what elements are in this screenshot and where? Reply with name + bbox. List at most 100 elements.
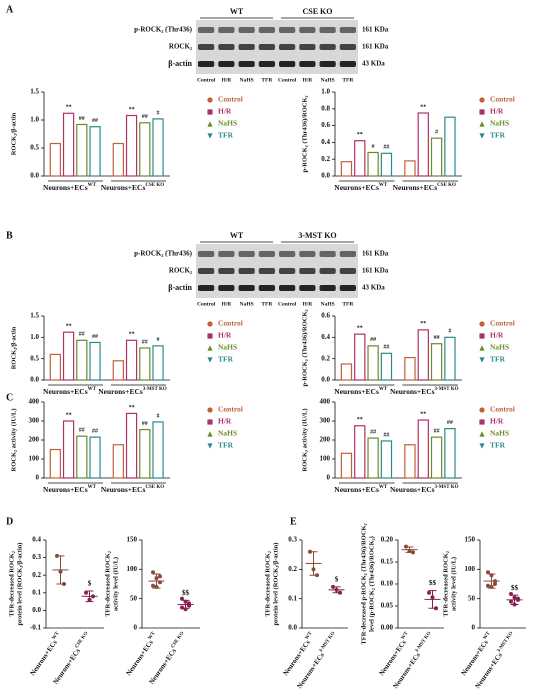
- category: Neurons+ECs: [124, 638, 155, 677]
- y-tick-label: 0: [327, 474, 331, 482]
- y-tick-label: 100: [127, 565, 138, 573]
- y-tick-label: 200: [320, 436, 331, 444]
- sig-label: ##: [79, 428, 85, 434]
- x-tick-label: Neurons+ECsWT: [43, 183, 97, 192]
- blot-band: [279, 27, 296, 33]
- y-tick-label: 1.0: [321, 88, 330, 96]
- category: Neurons+ECs: [101, 485, 146, 494]
- category: Neurons+ECs: [51, 647, 82, 686]
- y-tick-label: 50: [130, 594, 138, 602]
- legend-label: NaHS: [490, 343, 509, 352]
- chart: 0.0 0.2 0.4 0.6 p-ROCK₂ (Thr436)/ROCK₂ Neuron…: [301, 309, 514, 395]
- sig-label: $$: [511, 584, 519, 592]
- legend-marker: [207, 431, 213, 437]
- y-tick-label: -0.1: [30, 624, 42, 632]
- error-bar: [428, 590, 437, 609]
- x-tick-label: Neurons+ECsCSE KO: [101, 183, 164, 192]
- blot-band: [218, 268, 235, 274]
- blot-size: 161 KDa: [362, 26, 389, 34]
- axis: [43, 316, 170, 381]
- chart: 0.00 0.05 0.10 0.15 0.20 TFR-decreased p-ROCK…: [360, 523, 444, 690]
- y-tick-label: 150: [465, 536, 476, 544]
- error-bar: [181, 599, 190, 610]
- blot-band: [279, 268, 296, 274]
- bar: [62, 420, 75, 479]
- x-tick-label: Neurons+ECsCSE KO: [51, 631, 93, 685]
- legend-marker: [479, 443, 485, 449]
- y-axis-label: TFR-decreased p-ROCK₂ (Thr436)/ROCK₂: [360, 523, 367, 644]
- bar: [404, 444, 416, 479]
- blot-band: [319, 285, 336, 291]
- y-axis-label: activity level (IU/L): [112, 557, 119, 611]
- blot-band: [218, 44, 235, 50]
- sig-label: ##: [79, 116, 85, 122]
- category-tag: WT: [379, 183, 388, 188]
- bar: [152, 345, 164, 381]
- blot-band: [339, 268, 356, 274]
- bar: [444, 428, 456, 479]
- bar: [380, 152, 393, 177]
- sig-label: ##: [142, 421, 148, 427]
- blot-band: [238, 27, 255, 33]
- legend-label: TFR: [218, 131, 234, 140]
- blot-band: [198, 61, 215, 67]
- category: Neurons+ECs: [98, 387, 143, 396]
- legend-marker: [479, 419, 485, 425]
- legend-marker: [207, 109, 213, 115]
- category: Neurons+ECs: [390, 485, 435, 494]
- chart: -0.1 0.0 0.1 0.2 0.3 0.4 TFR-decreased ROCK₂ pr…: [8, 536, 104, 686]
- x-tick-label: Neurons+ECsWT: [334, 387, 388, 396]
- y-axis-label: ROCK₂ activity (IU/L): [10, 409, 17, 472]
- y-tick-label: 0.5: [30, 144, 39, 152]
- x-tick-label: Neurons+ECsWT: [43, 387, 97, 396]
- sig-label: ##: [92, 118, 98, 124]
- y-axis-label: TFR-decreased ROCK₂: [104, 551, 111, 617]
- blot-band: [299, 268, 316, 274]
- bar: [430, 436, 443, 479]
- axis: [43, 92, 170, 177]
- category-tag: WT: [483, 631, 492, 641]
- y-tick-label: 0.4: [321, 333, 330, 341]
- category-tag: 3-MST KO: [143, 387, 167, 392]
- panel-label: C: [6, 392, 13, 403]
- y-axis-label: p-ROCK₂ (Thr436)/ROCK₂: [301, 95, 308, 172]
- y-axis-label: TFR-decreased ROCK₂: [442, 551, 449, 617]
- y-tick-label: 100: [320, 455, 331, 463]
- y-tick-label: 0.0: [288, 624, 297, 632]
- y-tick-label: 0.15: [381, 558, 394, 566]
- legend-marker: [479, 109, 485, 115]
- chart: 0 50 100 150 TFR-decreased ROCK₂ activity lev…: [442, 536, 526, 690]
- category-tag: 3-MST KO: [319, 631, 337, 654]
- bar: [340, 161, 353, 177]
- legend-label: NaHS: [490, 429, 509, 438]
- y-tick-label: 200: [29, 436, 40, 444]
- bar: [76, 339, 88, 381]
- error-bar: [309, 551, 318, 576]
- y-tick-label: 1.0: [30, 116, 39, 124]
- category-tag: 3-MST KO: [435, 485, 459, 490]
- blot-row-label: ROCK₂: [169, 43, 192, 51]
- x-tick-label: Neurons+ECsCSE KO: [393, 183, 456, 192]
- y-tick-label: 100: [29, 455, 40, 463]
- blot-band: [339, 251, 356, 257]
- blot-band: [258, 251, 275, 257]
- y-tick-label: 0.6: [321, 121, 330, 129]
- sig-label: **: [420, 104, 426, 110]
- bar: [367, 151, 379, 177]
- y-axis-label: activity level (IU/L): [450, 557, 457, 611]
- blot-band: [218, 61, 235, 67]
- legend-label: NaHS: [218, 343, 237, 352]
- sig-label: **: [357, 417, 363, 423]
- bar: [112, 444, 124, 479]
- bar: [417, 112, 429, 177]
- category-tag: CSE KO: [75, 631, 90, 649]
- panel-label: D: [6, 516, 13, 527]
- sig-label: ##: [383, 345, 389, 351]
- blot-band: [279, 44, 296, 50]
- legend-label: TFR: [490, 355, 506, 364]
- bar: [89, 436, 101, 479]
- sig-label: ##: [383, 432, 389, 438]
- y-tick-label: 1.0: [30, 333, 39, 341]
- y-tick-label: 150: [127, 536, 138, 544]
- blot-band: [299, 61, 316, 67]
